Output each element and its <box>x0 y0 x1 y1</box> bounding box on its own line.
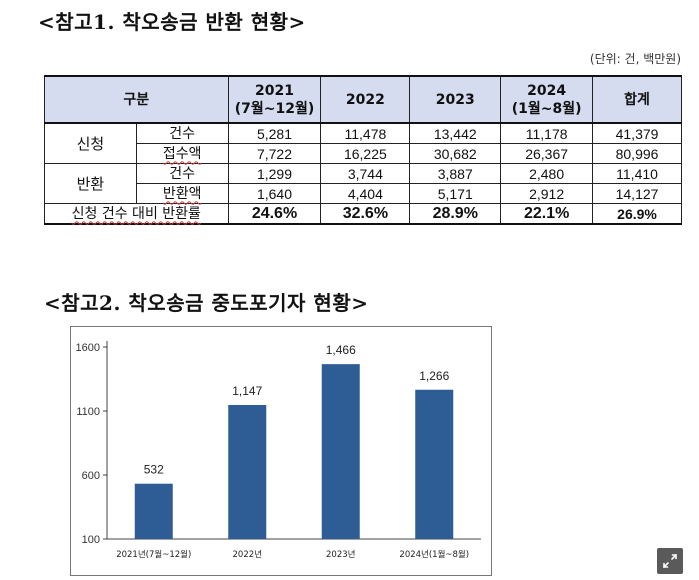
table-cell: 2,912 <box>500 183 594 204</box>
table-cell: 11,178 <box>500 122 594 144</box>
section-title-abandoner-status: <참고2. 착오송금 중도포기자 현황> <box>44 291 369 315</box>
y-tick-label: 100 <box>82 534 100 546</box>
y-tick-label: 1100 <box>76 406 100 418</box>
chart-svg: 100 600 1100 1600 532 2021년(7월~12월) 1,147 2022년… <box>76 341 481 560</box>
table-cell: 2,480 <box>500 163 594 184</box>
table-cell: 13,442 <box>409 122 502 144</box>
table-cell: 4,404 <box>320 183 411 204</box>
abandoner-bar-chart: 100 600 1100 1600 532 2021년(7월~12월) 1,147 2022년… <box>70 326 492 576</box>
section-title-refund-status: <참고1. 착오송금 반환 현황> <box>38 10 306 34</box>
table-cell: 5,171 <box>409 183 502 204</box>
table-cell-rate: 24.6% <box>227 203 322 225</box>
header-total: 합계 <box>592 75 682 124</box>
refund-status-table: 구분 2021 (7월~12월) 2022 2023 2024 (1월~8월) … <box>44 75 682 225</box>
header-2024: 2024 (1월~8월) <box>500 75 594 124</box>
table-cell: 11,410 <box>592 163 682 184</box>
chart-bar <box>134 483 173 539</box>
group-label-refund: 반환 <box>44 163 137 204</box>
x-tick-label: 2021년(7월~12월) <box>116 549 191 560</box>
expand-arrows-icon <box>663 554 677 568</box>
header-2021: 2021 (7월~12월) <box>227 75 322 124</box>
table-cell: 14,127 <box>592 183 682 204</box>
table-cell: 7,722 <box>227 143 322 164</box>
table-cell-rate: 32.6% <box>320 203 411 225</box>
table-row: 접수액 7,722 16,225 30,682 26,367 80,996 <box>45 143 682 164</box>
table-row: 반환 건수 1,299 3,744 3,887 2,480 11,410 <box>44 163 682 204</box>
table-cell: 41,379 <box>592 122 682 144</box>
header-2022: 2022 <box>320 75 411 124</box>
table-cell-rate: 28.9% <box>409 203 502 225</box>
row-label-refund-count: 건수 <box>135 163 229 184</box>
row-label-application-amount: 접수액 <box>135 143 229 164</box>
group-label-application: 신청 <box>44 122 137 164</box>
y-tick-label: 600 <box>82 470 100 482</box>
expand-button[interactable] <box>657 548 683 574</box>
table-row: 반환액 1,640 4,404 5,171 2,912 14,127 <box>45 183 682 204</box>
table-row: 신청 건수 5,281 11,478 13,442 11,178 41,379 <box>44 122 682 164</box>
x-tick-label: 2022년 <box>233 549 262 560</box>
row-label-refund-rate: 신청 건수 대비 반환률 <box>44 203 229 225</box>
table-cell: 11,478 <box>320 122 411 144</box>
y-tick-label: 1600 <box>76 342 100 354</box>
bar-value-label: 532 <box>144 463 164 477</box>
unit-note: (단위: 건, 백만원) <box>589 52 681 66</box>
chart-bar <box>321 364 360 539</box>
table-cell: 3,744 <box>320 163 411 184</box>
table-cell: 80,996 <box>592 143 682 164</box>
header-category: 구분 <box>44 75 229 124</box>
bar-value-label: 1,466 <box>326 343 356 357</box>
chart-bar <box>415 389 454 539</box>
chart-bar <box>228 404 267 539</box>
table-cell: 5,281 <box>227 122 322 144</box>
header-2023: 2023 <box>409 75 502 124</box>
bar-value-label: 1,266 <box>419 369 449 383</box>
table-cell-rate: 22.1% <box>500 203 594 225</box>
x-tick-label: 2023년 <box>326 549 355 560</box>
row-label-refund-amount: 반환액 <box>135 183 229 204</box>
table-cell: 1,299 <box>227 163 322 184</box>
table-cell-rate-total: 26.9% <box>592 203 682 225</box>
table-cell: 16,225 <box>320 143 411 164</box>
table-cell: 26,367 <box>500 143 594 164</box>
table-cell: 30,682 <box>409 143 502 164</box>
x-tick-label: 2024년(1월~8월) <box>399 549 469 560</box>
table-cell: 1,640 <box>227 183 322 204</box>
table-row-refund-rate: 신청 건수 대비 반환률 24.6% 32.6% 28.9% 22.1% 26.… <box>44 203 682 225</box>
bar-value-label: 1,147 <box>232 384 262 398</box>
row-label-application-count: 건수 <box>135 122 229 144</box>
table-header-row: 구분 2021 (7월~12월) 2022 2023 2024 (1월~8월) … <box>44 75 682 124</box>
table-cell: 3,887 <box>409 163 502 184</box>
